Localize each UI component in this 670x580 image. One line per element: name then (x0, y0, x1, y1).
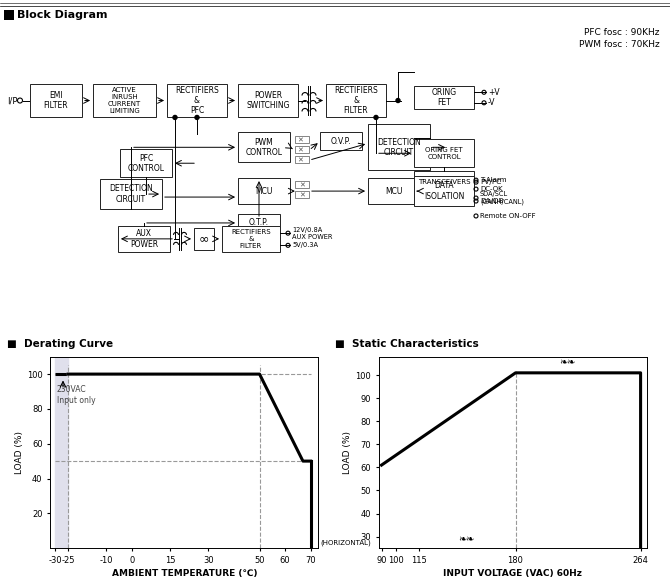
Text: ❧❧: ❧❧ (458, 535, 474, 545)
Bar (238, 178, 290, 204)
Text: 230VAC
Input only: 230VAC Input only (57, 385, 95, 405)
Circle shape (374, 115, 378, 119)
Text: DATA
ISOLATION: DATA ISOLATION (424, 182, 464, 201)
Bar (295, 156, 309, 163)
Text: O.V.P.: O.V.P. (331, 137, 351, 146)
Text: TRANSCEIVERS: TRANSCEIVERS (418, 179, 470, 185)
Text: MCU: MCU (385, 187, 403, 195)
Bar (167, 84, 227, 117)
Text: ACTIVE
INRUSH
CURRENT
LIMITING: ACTIVE INRUSH CURRENT LIMITING (108, 87, 141, 114)
Text: ORING
FET: ORING FET (431, 88, 456, 107)
Bar (238, 132, 290, 162)
Text: ■  Static Characteristics: ■ Static Characteristics (335, 339, 479, 349)
Bar (368, 124, 430, 170)
Bar (118, 226, 170, 252)
Text: O.T.P.: O.T.P. (249, 219, 269, 227)
Text: ✕: ✕ (297, 147, 303, 153)
Text: EMI
FILTER: EMI FILTER (44, 91, 68, 110)
Bar (120, 149, 172, 177)
Y-axis label: LOAD (%): LOAD (%) (15, 431, 24, 474)
Text: 12V/0.8A
AUX POWER: 12V/0.8A AUX POWER (292, 227, 332, 240)
Circle shape (195, 115, 199, 119)
Text: ✕: ✕ (297, 157, 303, 163)
Text: +V: +V (488, 88, 500, 97)
Text: DA/DB: DA/DB (480, 198, 504, 204)
Text: (HORIZONTAL): (HORIZONTAL) (320, 540, 371, 546)
Bar (326, 84, 386, 117)
Bar (414, 86, 474, 110)
Circle shape (396, 99, 400, 103)
Bar (222, 226, 280, 252)
Bar (295, 191, 309, 198)
Text: RECTIFIERS
&
FILTER: RECTIFIERS & FILTER (231, 229, 271, 249)
Bar (320, 132, 362, 150)
Bar (295, 136, 309, 143)
Text: ✕: ✕ (299, 192, 305, 198)
Bar (238, 84, 298, 117)
Bar (100, 179, 162, 209)
Text: I/P: I/P (7, 96, 17, 105)
Text: ∞: ∞ (199, 233, 209, 245)
Bar (30, 84, 82, 117)
Text: PFC fosc : 90KHz
PWM fosc : 70KHz: PFC fosc : 90KHz PWM fosc : 70KHz (580, 28, 660, 49)
Bar (414, 176, 474, 206)
Text: MCU: MCU (255, 187, 273, 195)
Text: AUX
POWER: AUX POWER (130, 229, 158, 249)
Bar (414, 139, 474, 167)
Text: DETECTION
CIRCUIT: DETECTION CIRCUIT (109, 184, 153, 204)
Bar (368, 178, 420, 204)
Text: ORING FET
CONTROL: ORING FET CONTROL (425, 147, 463, 160)
Bar (414, 171, 474, 193)
Bar (238, 214, 280, 232)
Text: ■  Derating Curve: ■ Derating Curve (7, 339, 113, 349)
Text: PFC
CONTROL: PFC CONTROL (127, 154, 165, 173)
Text: T-Alarm: T-Alarm (480, 177, 507, 183)
Text: RECTIFIERS
&
FILTER: RECTIFIERS & FILTER (334, 86, 378, 115)
Text: 5V/0.3A: 5V/0.3A (292, 242, 318, 248)
Text: RECTIFIERS
&
PFC: RECTIFIERS & PFC (175, 86, 219, 115)
Y-axis label: LOAD (%): LOAD (%) (344, 431, 352, 474)
Bar (56, 357, 68, 548)
Text: PV/PC: PV/PC (480, 179, 501, 185)
X-axis label: INPUT VOLTAGE (VAC) 60Hz: INPUT VOLTAGE (VAC) 60Hz (443, 569, 582, 578)
Bar (295, 181, 309, 188)
X-axis label: AMBIENT TEMPERATURE (℃): AMBIENT TEMPERATURE (℃) (111, 569, 257, 578)
Circle shape (173, 115, 177, 119)
Bar (93, 84, 156, 117)
Text: POWER
SWITCHING: POWER SWITCHING (247, 91, 289, 110)
Bar (4, 10, 14, 20)
Text: Remote ON-OFF: Remote ON-OFF (480, 213, 535, 219)
Text: DC-OK: DC-OK (480, 186, 502, 192)
Bar (295, 146, 309, 153)
Text: PWM
CONTROL: PWM CONTROL (245, 137, 283, 157)
Text: DETECTION
CIRCUIT: DETECTION CIRCUIT (377, 137, 421, 157)
Text: ✕: ✕ (299, 182, 305, 188)
Text: ✕: ✕ (297, 137, 303, 143)
Text: Block Diagram: Block Diagram (17, 10, 107, 20)
Text: -V: -V (488, 98, 496, 107)
Bar (194, 228, 214, 250)
Text: ❧❧: ❧❧ (559, 357, 576, 367)
Text: SDA/SCL
(CANH/CANL): SDA/SCL (CANH/CANL) (480, 191, 524, 205)
